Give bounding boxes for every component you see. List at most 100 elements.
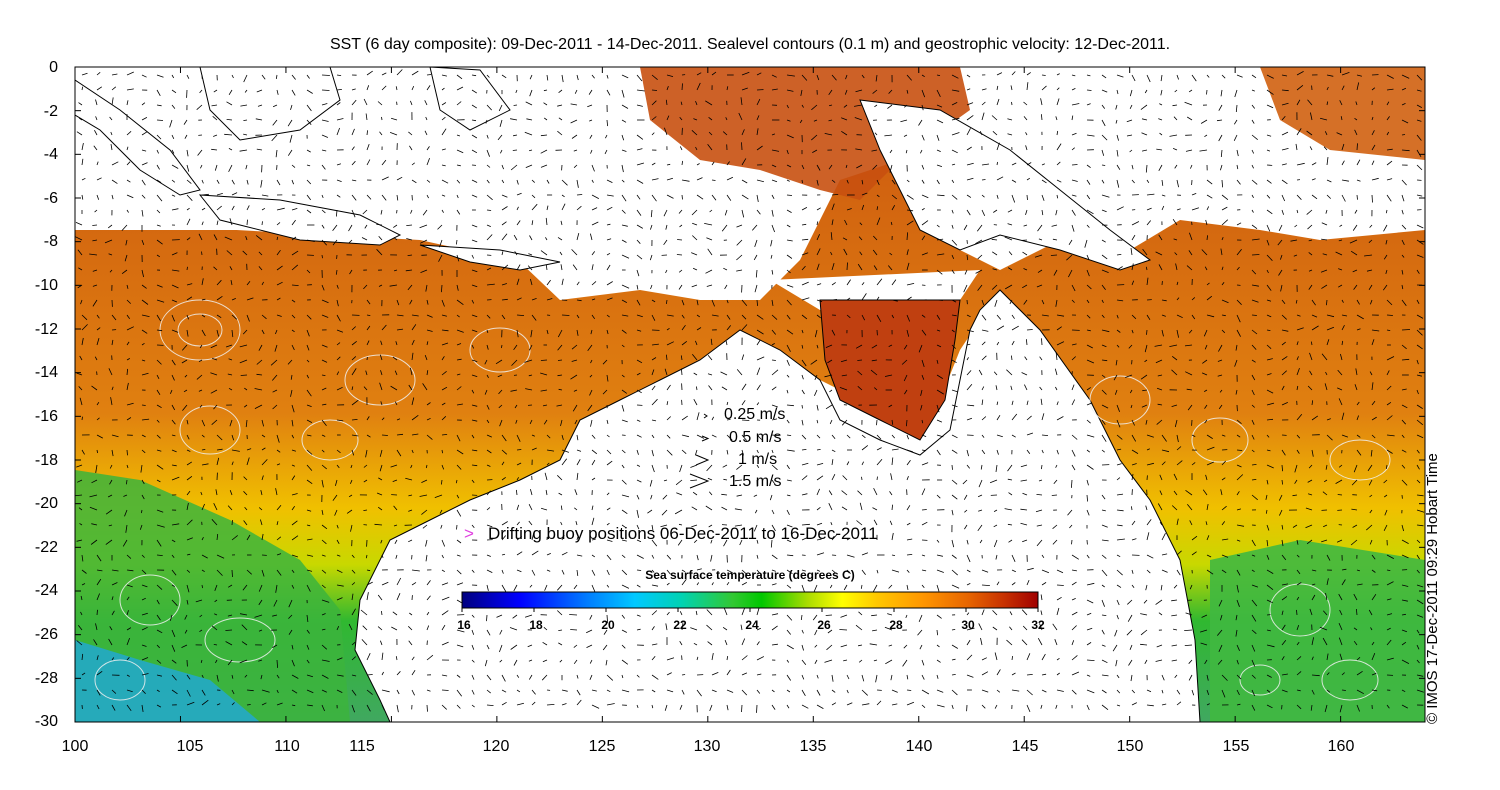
velocity-arrow — [1296, 341, 1299, 346]
velocity-arrow — [540, 507, 548, 511]
velocity-arrow — [96, 337, 100, 346]
velocity-arrow — [276, 702, 283, 706]
velocity-arrow — [291, 659, 295, 667]
velocity-arrow — [1101, 404, 1109, 409]
velocity-arrow — [376, 492, 383, 496]
velocity-arrow — [1386, 657, 1394, 661]
velocity-arrow — [951, 209, 954, 214]
y-tick-label: 0 — [49, 59, 58, 76]
velocity-arrow — [92, 224, 98, 226]
velocity-arrow — [696, 314, 701, 318]
borneo-island — [199, 67, 341, 141]
velocity-arrow — [1173, 584, 1178, 589]
velocity-arrow — [126, 610, 129, 616]
velocity-arrow — [1325, 209, 1328, 214]
velocity-arrow — [951, 314, 957, 317]
velocity-arrow — [966, 449, 969, 457]
velocity-arrow — [1401, 449, 1407, 453]
velocity-arrow — [456, 509, 462, 517]
velocity-arrow — [306, 419, 313, 423]
velocity-arrow — [996, 669, 1001, 676]
velocity-arrow — [425, 116, 428, 121]
velocity-arrow — [1266, 134, 1272, 137]
velocity-arrow — [1416, 509, 1425, 513]
velocity-arrow — [708, 131, 713, 136]
velocity-arrow — [366, 434, 371, 438]
velocity-arrow — [1296, 434, 1301, 439]
velocity-arrow — [1071, 147, 1075, 151]
velocity-arrow — [306, 389, 312, 397]
velocity-arrow — [606, 584, 610, 588]
speed-arrow-05 — [701, 435, 710, 442]
velocity-arrow — [771, 524, 776, 532]
velocity-arrow — [936, 238, 944, 241]
velocity-arrow — [816, 475, 824, 481]
velocity-arrow — [651, 610, 658, 616]
velocity-arrow — [1052, 623, 1058, 631]
velocity-arrow — [524, 131, 533, 136]
velocity-arrow — [854, 117, 863, 121]
velocity-arrow — [891, 569, 900, 573]
velocity-arrow — [951, 644, 959, 649]
velocity-arrow — [226, 250, 233, 256]
velocity-arrow — [107, 224, 113, 229]
velocity-arrow — [275, 488, 278, 496]
velocity-arrow — [291, 554, 299, 558]
velocity-arrow — [321, 239, 327, 246]
velocity-arrow — [771, 404, 778, 408]
velocity-arrow — [1341, 85, 1345, 91]
velocity-arrow — [1371, 144, 1376, 151]
velocity-arrow — [876, 476, 878, 481]
velocity-arrow — [1206, 206, 1210, 211]
velocity-arrow — [471, 254, 475, 259]
velocity-arrow — [1176, 701, 1182, 706]
velocity-arrow — [1161, 299, 1167, 302]
velocity-arrow — [336, 371, 340, 376]
velocity-arrow — [1371, 641, 1375, 646]
velocity-arrow — [828, 503, 833, 511]
velocity-arrow — [186, 519, 193, 526]
velocity-arrow — [156, 614, 161, 621]
velocity-arrow — [725, 117, 728, 121]
velocity-arrow — [186, 584, 190, 593]
velocity-arrow — [110, 144, 113, 151]
velocity-arrow — [540, 359, 548, 361]
velocity-arrow — [321, 554, 326, 557]
velocity-arrow — [306, 644, 310, 650]
velocity-arrow — [89, 494, 98, 498]
velocity-arrow — [873, 235, 878, 241]
velocity-arrow — [711, 434, 717, 438]
velocity-arrow — [1086, 254, 1090, 261]
velocity-arrow — [906, 449, 913, 453]
velocity-arrow — [706, 237, 713, 241]
velocity-arrow — [900, 119, 908, 123]
axis-tick-marks — [74, 66, 1425, 723]
velocity-arrow — [992, 131, 998, 136]
velocity-arrow — [486, 584, 489, 591]
velocity-arrow — [921, 329, 927, 336]
velocity-arrow — [561, 458, 568, 466]
velocity-arrow — [991, 238, 998, 241]
velocity-arrow — [951, 479, 958, 485]
velocity-arrow — [664, 127, 668, 136]
velocity-arrow — [1401, 434, 1405, 438]
velocity-arrow — [111, 689, 117, 694]
velocity-arrow — [936, 314, 941, 320]
velocity-arrow — [126, 314, 131, 320]
velocity-arrow — [1217, 374, 1223, 377]
velocity-arrow — [606, 539, 613, 542]
velocity-arrow — [363, 386, 368, 391]
velocity-arrow — [906, 74, 913, 81]
velocity-arrow — [991, 251, 998, 256]
velocity-arrow — [591, 584, 596, 593]
velocity-arrow — [981, 194, 985, 198]
velocity-arrow — [426, 370, 429, 376]
velocity-arrow — [456, 539, 462, 544]
velocity-arrow — [786, 119, 791, 122]
velocity-arrow — [486, 164, 491, 168]
velocity-arrow — [92, 299, 98, 307]
velocity-arrow — [1311, 656, 1314, 661]
colorbar-tick-label: 30 — [961, 618, 975, 632]
velocity-arrow — [291, 475, 296, 481]
velocity-arrow — [186, 503, 189, 511]
